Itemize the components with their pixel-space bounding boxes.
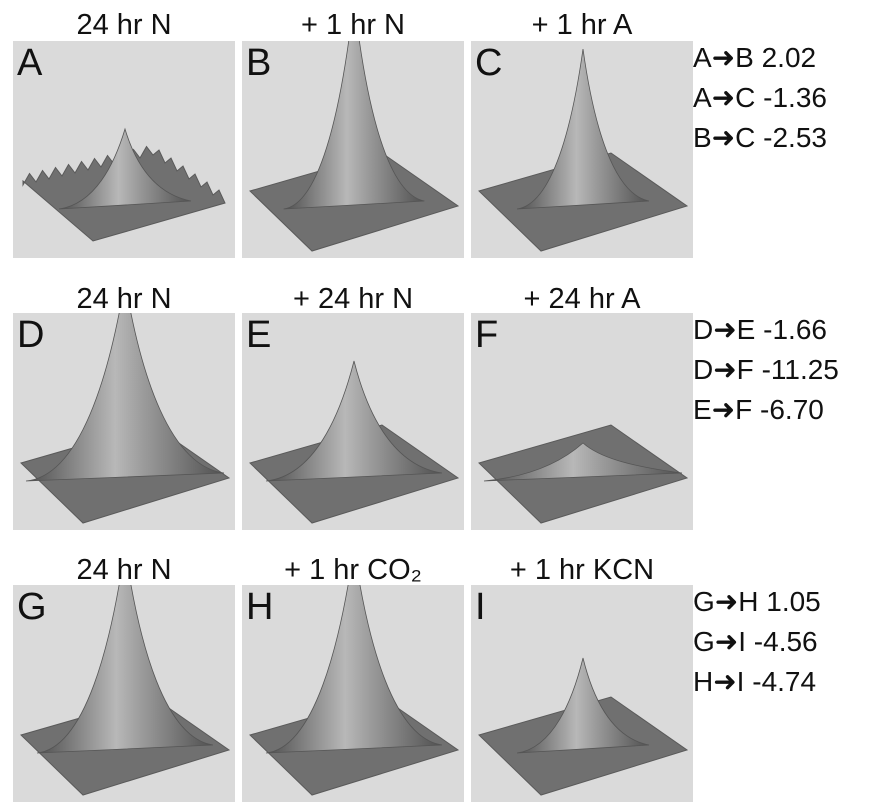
panel: I bbox=[471, 585, 693, 802]
comparison: D➜E -1.66 bbox=[693, 315, 827, 345]
panel-letter: D bbox=[17, 315, 44, 355]
comparison: G➜H 1.05 bbox=[693, 587, 821, 617]
comparison: D➜F -11.25 bbox=[693, 355, 839, 385]
panel: D bbox=[13, 313, 235, 530]
panel-letter: C bbox=[475, 43, 502, 83]
panel-title: 24 hr N bbox=[12, 555, 236, 585]
figure: 24 hr NA+ 1 hr NB+ 1 hr ACA➜B 2.02A➜C -1… bbox=[0, 0, 877, 802]
surface-plot bbox=[471, 41, 693, 258]
panel-letter: E bbox=[246, 315, 271, 355]
panel: H bbox=[242, 585, 464, 802]
surface-plot bbox=[242, 313, 464, 530]
panel: B bbox=[242, 41, 464, 258]
surface-plot bbox=[471, 585, 693, 802]
surface-plot bbox=[242, 585, 464, 802]
panel: A bbox=[13, 41, 235, 258]
comparison: G➜I -4.56 bbox=[693, 627, 818, 657]
panel-title: 24 hr N bbox=[12, 284, 236, 314]
comparison: H➜I -4.74 bbox=[693, 667, 816, 697]
panel-letter: F bbox=[475, 315, 498, 355]
panel-letter: B bbox=[246, 43, 271, 83]
panel-title: + 1 hr KCN bbox=[470, 555, 694, 585]
surface-plot bbox=[242, 41, 464, 258]
panel-title: 24 hr N bbox=[12, 10, 236, 40]
panel: E bbox=[242, 313, 464, 530]
panel-letter: H bbox=[246, 587, 273, 627]
panel-title: + 24 hr A bbox=[470, 284, 694, 314]
comparison: E➜F -6.70 bbox=[693, 395, 824, 425]
surface-plot bbox=[13, 41, 235, 258]
panel-letter: G bbox=[17, 587, 47, 627]
panel: C bbox=[471, 41, 693, 258]
panel-title: + 1 hr A bbox=[470, 10, 694, 40]
surface-plot bbox=[471, 313, 693, 530]
panel: F bbox=[471, 313, 693, 530]
comparison: A➜C -1.36 bbox=[693, 83, 827, 113]
panel-title: + 24 hr N bbox=[241, 284, 465, 314]
panel-letter: A bbox=[17, 43, 42, 83]
panel-letter: I bbox=[475, 587, 486, 627]
panel-title: + 1 hr N bbox=[241, 10, 465, 40]
panel: G bbox=[13, 585, 235, 802]
comparison: A➜B 2.02 bbox=[693, 43, 816, 73]
panel-title: + 1 hr CO₂ bbox=[241, 555, 465, 585]
comparison: B➜C -2.53 bbox=[693, 123, 827, 153]
surface-plot bbox=[13, 313, 235, 530]
